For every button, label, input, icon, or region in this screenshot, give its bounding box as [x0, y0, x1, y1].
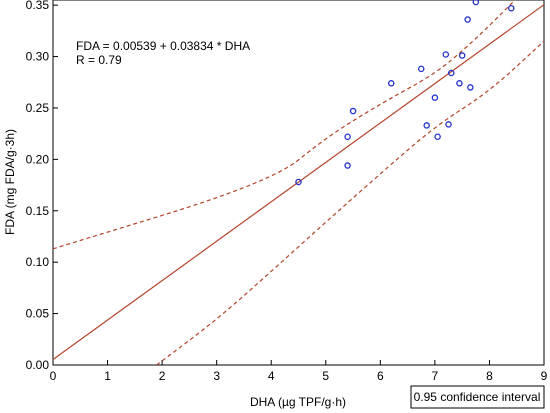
x-tick-label: 9	[541, 369, 548, 383]
x-tick-label: 4	[268, 369, 275, 383]
data-point	[387, 80, 395, 87]
correlation-coefficient: R = 0.79	[76, 53, 122, 67]
x-tick-label: 2	[159, 369, 166, 383]
data-point	[349, 107, 357, 115]
data-point	[464, 16, 471, 23]
x-axis-label: DHA (µg TPF/g·h)	[250, 395, 346, 409]
regression-equation: FDA = 0.00539 + 0.03834 * DHA	[76, 39, 250, 53]
data-point	[295, 178, 302, 186]
data-point	[417, 65, 425, 73]
data-point	[423, 122, 430, 129]
data-point	[442, 51, 450, 58]
y-tick-label: 0.05	[26, 307, 50, 321]
x-tick-label: 7	[432, 369, 439, 383]
data-point	[445, 121, 452, 128]
data-point	[448, 69, 455, 77]
y-tick-label: 0.20	[26, 152, 50, 166]
data-point	[456, 80, 463, 87]
x-tick-label: 6	[377, 369, 384, 383]
plot-layer	[53, 0, 544, 365]
y-tick-label: 0.35	[26, 0, 50, 12]
x-tick-label: 1	[104, 369, 111, 383]
regression-line	[53, 4, 544, 360]
y-axis-ticks: 0.00 0.05 0.10 0.15 0.20 0.25 0.30 0.35	[26, 0, 58, 372]
y-tick-label: 0.10	[26, 255, 50, 269]
y-tick-label: 0.25	[26, 101, 50, 115]
data-point	[344, 133, 351, 140]
data-point	[467, 84, 474, 91]
lower-confidence-band	[156, 40, 544, 365]
plot-frame	[52, 0, 545, 366]
data-point	[508, 4, 515, 12]
y-tick-label: 0.00	[26, 358, 50, 372]
x-tick-label: 5	[322, 369, 329, 383]
x-axis-ticks: 0 1 2 3 4 5 6 7 8 9	[50, 360, 548, 383]
y-tick-label: 0.30	[26, 50, 50, 64]
y-axis-label: FDA (mg FDA/g·3h)	[3, 129, 17, 235]
legend-label: 0.95 confidence interval	[414, 390, 541, 404]
legend-box	[410, 385, 545, 409]
data-point	[344, 162, 351, 169]
data-point	[434, 133, 441, 140]
data-point	[472, 0, 480, 6]
upper-confidence-band	[53, 0, 516, 250]
x-tick-label: 3	[213, 369, 220, 383]
x-tick-label: 0	[50, 369, 57, 383]
data-point	[458, 52, 466, 59]
x-tick-label: 8	[486, 369, 493, 383]
y-tick-label: 0.15	[26, 204, 50, 218]
data-points	[295, 0, 515, 186]
data-point	[431, 94, 439, 101]
